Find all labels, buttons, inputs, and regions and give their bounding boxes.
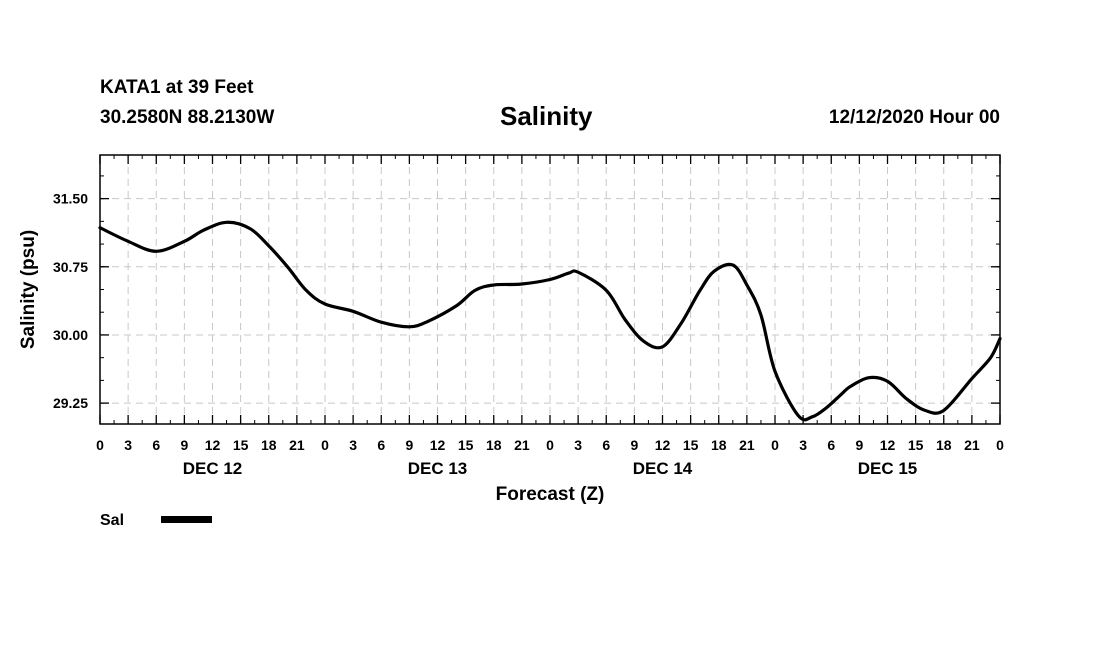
series-layer [98, 220, 1002, 422]
x-tick-label: 3 [349, 437, 357, 453]
x-tick-label: 15 [908, 437, 924, 453]
day-label: DEC 12 [183, 459, 243, 478]
x-tick-label: 3 [124, 437, 132, 453]
y-tick-label: 30.75 [53, 259, 88, 275]
coordinates-label: 30.2580N 88.2130W [100, 107, 275, 128]
x-tick-label: 3 [799, 437, 807, 453]
day-label: DEC 13 [408, 459, 468, 478]
series-line-sal [98, 220, 1002, 422]
x-tick-label: 0 [321, 437, 329, 453]
y-axis-title: Salinity (psu) [18, 230, 39, 349]
x-tick-label: 0 [546, 437, 554, 453]
legend: Sal [100, 512, 212, 529]
x-tick-label: 15 [458, 437, 474, 453]
x-tick-label: 12 [880, 437, 896, 453]
x-tick-label: 12 [205, 437, 221, 453]
issued-time-label: 12/12/2020 Hour 00 [828, 107, 1000, 128]
legend-swatch-sal [161, 516, 212, 523]
grid [100, 155, 1000, 424]
x-tick-label: 0 [996, 437, 1004, 453]
x-tick-label: 18 [711, 437, 727, 453]
x-tick-label: 18 [486, 437, 502, 453]
x-tick-label: 18 [261, 437, 277, 453]
x-tick-label: 21 [289, 437, 305, 453]
x-tick-label: 3 [574, 437, 582, 453]
x-tick-label: 9 [180, 437, 188, 453]
x-tick-label: 9 [405, 437, 413, 453]
legend-label-sal: Sal [100, 512, 124, 529]
y-tick-label: 29.25 [53, 395, 88, 411]
x-tick-label: 21 [964, 437, 980, 453]
x-tick-label: 9 [630, 437, 638, 453]
y-tick-label: 31.50 [53, 191, 88, 207]
x-tick-label: 12 [430, 437, 446, 453]
y-tick-label: 30.00 [53, 327, 88, 343]
x-tick-label: 21 [739, 437, 755, 453]
day-label: DEC 15 [858, 459, 918, 478]
x-tick-label: 0 [96, 437, 104, 453]
tick-labels: 0 3 6 9 12 15 18 21 0 3 6 9 12 15 18 21 0 3 6 9 12 15 18 21 0 3 6 9… [53, 191, 1004, 478]
station-label: KATA1 at 39 Feet [100, 77, 254, 98]
x-tick-label: 15 [683, 437, 699, 453]
x-axis-title: Forecast (Z) [496, 484, 605, 505]
x-tick-label: 6 [377, 437, 385, 453]
x-tick-label: 21 [514, 437, 530, 453]
chart-title: Salinity [500, 101, 593, 131]
x-tick-label: 12 [655, 437, 671, 453]
x-tick-label: 0 [771, 437, 779, 453]
x-tick-label: 6 [152, 437, 160, 453]
x-tick-label: 18 [936, 437, 952, 453]
x-tick-label: 15 [233, 437, 249, 453]
ticks [99, 155, 1001, 424]
x-tick-label: 9 [855, 437, 863, 453]
x-tick-label: 6 [602, 437, 610, 453]
x-tick-label: 6 [827, 437, 835, 453]
day-label: DEC 14 [633, 459, 693, 478]
